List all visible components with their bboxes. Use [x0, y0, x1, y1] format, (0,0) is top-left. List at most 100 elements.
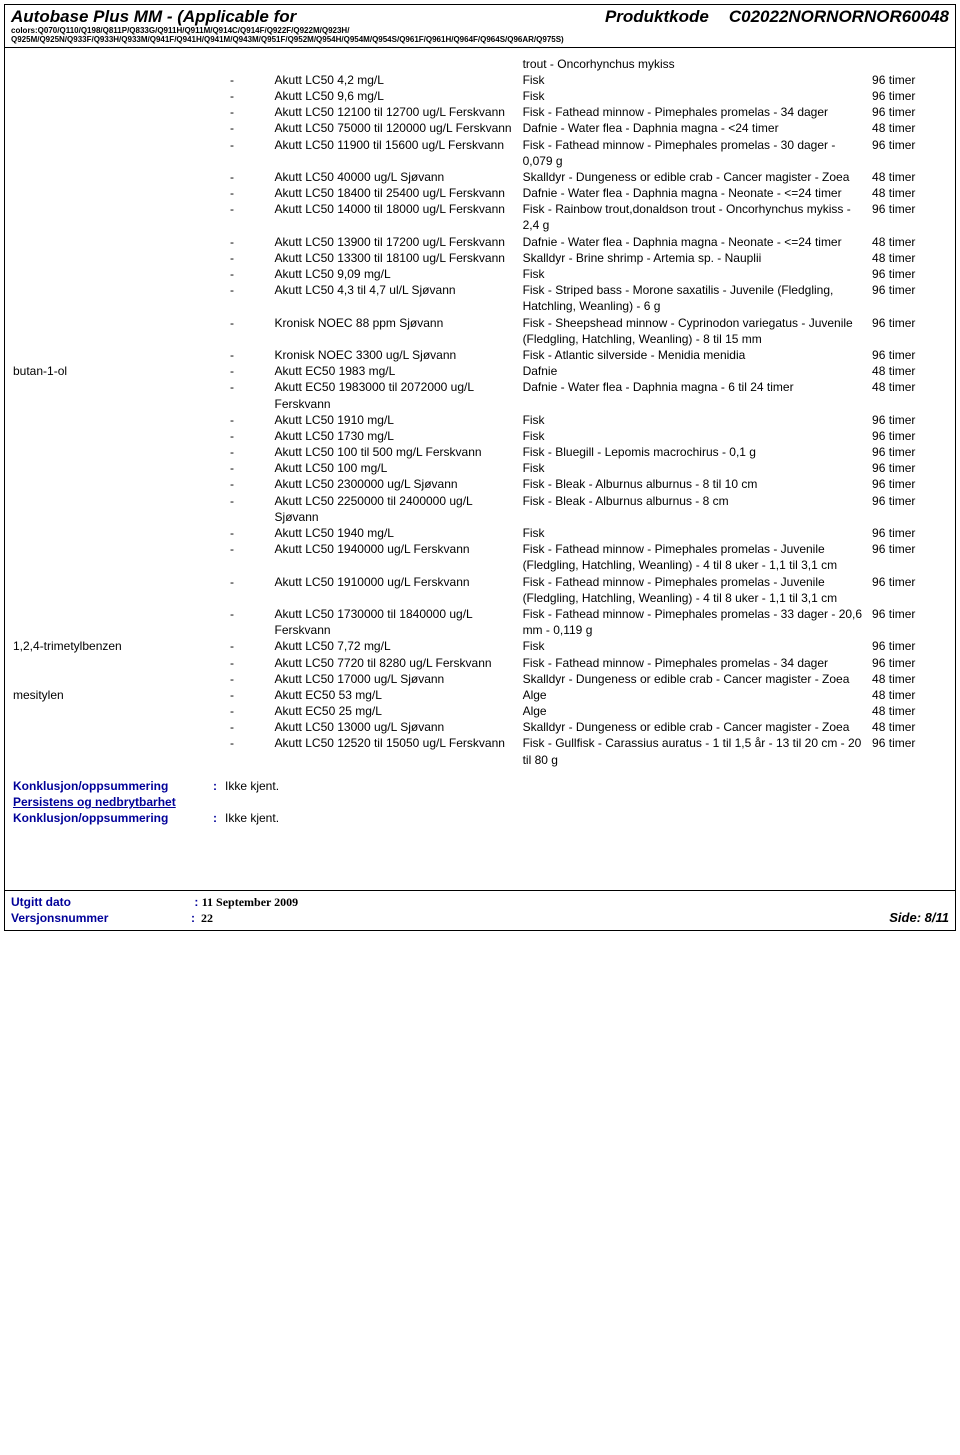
dash-cell: - — [191, 412, 272, 428]
substance-cell — [11, 104, 191, 120]
table-row: -Akutt LC50 12100 til 12700 ug/L Ferskva… — [11, 104, 949, 120]
test-cell: Akutt LC50 14000 til 18000 ug/L Ferskvan… — [273, 201, 521, 233]
duration-cell: 96 timer — [870, 201, 949, 233]
species-cell: Fisk — [521, 428, 870, 444]
species-cell: Skalldyr - Dungeness or edible crab - Ca… — [521, 719, 870, 735]
table-row: -Akutt LC50 4,2 mg/LFisk96 timer — [11, 72, 949, 88]
table-row: -Akutt LC50 1940 mg/LFisk96 timer — [11, 525, 949, 541]
table-row: -Akutt EC50 25 mg/LAlge48 timer — [11, 703, 949, 719]
table-row: -Akutt LC50 7720 til 8280 ug/L Ferskvann… — [11, 655, 949, 671]
dash-cell: - — [191, 104, 272, 120]
duration-cell: 96 timer — [870, 315, 949, 347]
species-cell: Fisk - Bluegill - Lepomis macrochirus - … — [521, 444, 870, 460]
duration-cell: 48 timer — [870, 687, 949, 703]
species-cell: Fisk - Fathead minnow - Pimephales prome… — [521, 104, 870, 120]
test-cell: Akutt LC50 4,2 mg/L — [273, 72, 521, 88]
duration-cell: 96 timer — [870, 655, 949, 671]
dash-cell: - — [191, 234, 272, 250]
substance-cell — [11, 671, 191, 687]
toxicity-table: trout - Oncorhynchus mykiss -Akutt LC50 … — [11, 56, 949, 768]
duration-cell: 96 timer — [870, 137, 949, 169]
colon: : — [213, 779, 217, 793]
table-row: 1,2,4-trimetylbenzen-Akutt LC50 7,72 mg/… — [11, 638, 949, 654]
species-cell: Fisk — [521, 88, 870, 104]
test-cell: Kronisk NOEC 88 ppm Sjøvann — [273, 315, 521, 347]
dash-cell: - — [191, 574, 272, 606]
test-cell: Akutt LC50 17000 ug/L Sjøvann — [273, 671, 521, 687]
substance-cell — [11, 120, 191, 136]
duration-cell: 96 timer — [870, 525, 949, 541]
dash-cell: - — [191, 638, 272, 654]
substance-cell — [11, 185, 191, 201]
duration-cell: 48 timer — [870, 719, 949, 735]
test-cell: Akutt LC50 9,09 mg/L — [273, 266, 521, 282]
table-row: -Akutt LC50 13300 til 18100 ug/L Ferskva… — [11, 250, 949, 266]
conclusion-value-1: Ikke kjent. — [223, 774, 949, 794]
substance-cell — [11, 428, 191, 444]
dash-cell: - — [191, 379, 272, 411]
dash-cell: - — [191, 460, 272, 476]
table-row: -Akutt LC50 9,6 mg/LFisk96 timer — [11, 88, 949, 104]
test-cell: Akutt LC50 1730 mg/L — [273, 428, 521, 444]
duration-cell: 96 timer — [870, 412, 949, 428]
species-cell: Dafnie - Water flea - Daphnia magna - Ne… — [521, 185, 870, 201]
dash-cell: - — [191, 169, 272, 185]
dash-cell: - — [191, 201, 272, 233]
table-row: -Akutt LC50 2250000 til 2400000 ug/L Sjø… — [11, 493, 949, 525]
duration-cell: 96 timer — [870, 104, 949, 120]
species-cell: Fisk - Fathead minnow - Pimephales prome… — [521, 137, 870, 169]
test-cell: Akutt LC50 13000 ug/L Sjøvann — [273, 719, 521, 735]
species-cell: Dafnie - Water flea - Daphnia magna - Ne… — [521, 234, 870, 250]
substance-cell — [11, 315, 191, 347]
species-cell: Fisk - Sheepshead minnow - Cyprinodon va… — [521, 315, 870, 347]
substance-cell — [11, 703, 191, 719]
substance-cell — [11, 266, 191, 282]
dash-cell: - — [191, 185, 272, 201]
species-cell: Fisk — [521, 460, 870, 476]
substance-cell — [11, 88, 191, 104]
duration-cell: 96 timer — [870, 574, 949, 606]
table-row: -Akutt LC50 9,09 mg/LFisk96 timer — [11, 266, 949, 282]
colon: : — [194, 895, 198, 909]
test-cell: Akutt LC50 7720 til 8280 ug/L Ferskvann — [273, 655, 521, 671]
species-cell: Fisk - Bleak - Alburnus alburnus - 8 cm — [521, 493, 870, 525]
test-cell: Akutt LC50 12100 til 12700 ug/L Ferskvan… — [273, 104, 521, 120]
document-header: Autobase Plus MM - (Applicable for Produ… — [5, 5, 955, 48]
duration-cell: 48 timer — [870, 363, 949, 379]
duration-cell: 96 timer — [870, 493, 949, 525]
summary-table: Konklusjon/oppsummering : Ikke kjent. Pe… — [11, 774, 949, 827]
dash-cell: - — [191, 315, 272, 347]
test-cell: Akutt LC50 40000 ug/L Sjøvann — [273, 169, 521, 185]
test-cell: Kronisk NOEC 3300 ug/L Sjøvann — [273, 347, 521, 363]
test-cell: Akutt LC50 1910 mg/L — [273, 412, 521, 428]
substance-cell — [11, 606, 191, 638]
table-row: -Akutt LC50 12520 til 15050 ug/L Ferskva… — [11, 735, 949, 767]
dash-cell: - — [191, 72, 272, 88]
substance-cell — [11, 719, 191, 735]
substance-cell — [11, 347, 191, 363]
species-cell: Skalldyr - Dungeness or edible crab - Ca… — [521, 671, 870, 687]
species-cell: Alge — [521, 687, 870, 703]
table-row: mesitylen-Akutt EC50 53 mg/LAlge48 timer — [11, 687, 949, 703]
duration-cell: 48 timer — [870, 185, 949, 201]
duration-cell: 48 timer — [870, 120, 949, 136]
test-cell: Akutt LC50 4,3 til 4,7 ul/L Sjøvann — [273, 282, 521, 314]
footer-date-label: Utgitt dato — [11, 895, 191, 909]
substance-cell — [11, 460, 191, 476]
table-row: -Akutt LC50 14000 til 18000 ug/L Ferskva… — [11, 201, 949, 233]
dash-cell: - — [191, 363, 272, 379]
dash-cell: - — [191, 476, 272, 492]
header-subline-2: Q925M/Q925N/Q933F/Q933H/Q933M/Q941F/Q941… — [11, 36, 949, 45]
table-row: -Akutt LC50 1910 mg/LFisk96 timer — [11, 412, 949, 428]
dash-cell: - — [191, 655, 272, 671]
dash-cell: - — [191, 735, 272, 767]
dash-cell: - — [191, 606, 272, 638]
footer-page: Side: 8/11 — [889, 910, 949, 925]
duration-cell: 96 timer — [870, 72, 949, 88]
species-cell: Fisk - Gullfisk - Carassius auratus - 1 … — [521, 735, 870, 767]
species-cell: Alge — [521, 703, 870, 719]
substance-cell — [11, 72, 191, 88]
substance-cell — [11, 476, 191, 492]
species-cell: Fisk — [521, 412, 870, 428]
table-row: -Akutt LC50 11900 til 15600 ug/L Ferskva… — [11, 137, 949, 169]
